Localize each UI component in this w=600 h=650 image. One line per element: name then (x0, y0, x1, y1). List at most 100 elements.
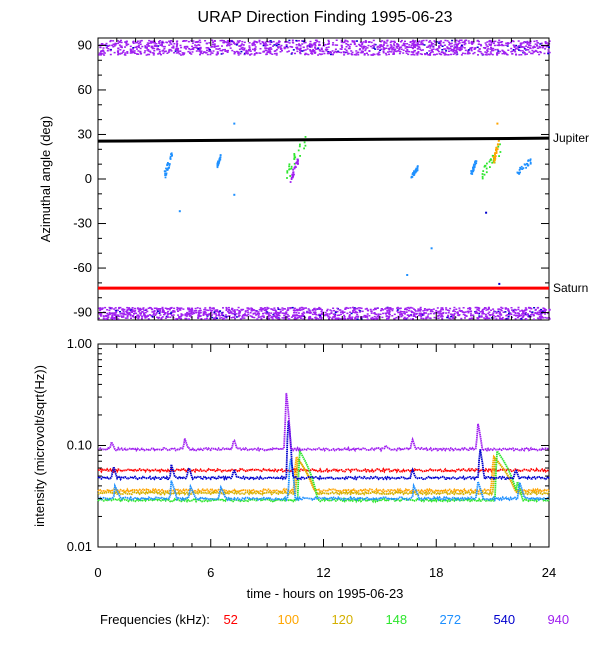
band-point (285, 41, 288, 43)
band-point (328, 52, 331, 55)
band-point (482, 313, 485, 315)
band-point (128, 307, 131, 309)
azimuth-tick-label: 90 (78, 37, 92, 52)
band-point (204, 307, 207, 309)
cluster-point (494, 152, 496, 154)
band-point (349, 307, 352, 309)
band-point (453, 309, 456, 311)
band-point (209, 309, 212, 311)
band-point (477, 318, 480, 320)
cluster-point (297, 149, 300, 152)
band-point (281, 50, 283, 52)
band-point (314, 47, 317, 49)
band-point (161, 43, 163, 46)
band-point (285, 311, 288, 313)
band-point (151, 52, 154, 54)
band-point (503, 52, 506, 54)
band-point (277, 308, 280, 310)
band-point (420, 49, 423, 52)
cluster-point (519, 167, 522, 170)
band-point (332, 42, 335, 44)
band-point (510, 47, 513, 50)
band-point (325, 313, 328, 316)
band-point (247, 307, 250, 309)
band-point (444, 48, 447, 50)
band-point (109, 53, 112, 56)
band-point (431, 51, 434, 53)
band-point (299, 309, 302, 312)
band-point (399, 41, 402, 43)
band-point (276, 315, 279, 317)
band-point (383, 40, 386, 43)
frequency-legend-item-148: 148 (385, 612, 408, 627)
cluster-point (290, 167, 293, 170)
band-point (408, 46, 410, 48)
band-point (427, 313, 430, 315)
band-point (214, 313, 217, 315)
frequency-legend-item-100: 100 (277, 612, 300, 627)
band-point (125, 311, 128, 314)
band-point (393, 53, 395, 55)
band-point (345, 306, 348, 309)
band-point (216, 51, 219, 53)
band-point (517, 306, 520, 309)
band-point (275, 52, 278, 55)
band-point (326, 314, 329, 317)
band-point (300, 315, 303, 318)
band-point (107, 45, 110, 47)
band-point (234, 314, 237, 317)
band-point (331, 50, 334, 52)
band-point (139, 307, 142, 310)
band-point (269, 49, 272, 51)
band-point (469, 310, 472, 313)
band-point (416, 53, 419, 55)
band-point (194, 44, 197, 46)
band-point (442, 52, 445, 54)
band-point (351, 40, 354, 42)
band-point (240, 308, 243, 311)
cluster-point (473, 165, 476, 168)
band-point (294, 52, 296, 55)
band-point (244, 310, 247, 312)
band-point (418, 309, 421, 312)
band-point (419, 53, 422, 55)
band-point (353, 53, 356, 56)
band-point (283, 314, 286, 316)
band-point (532, 313, 535, 316)
band-point (497, 315, 500, 318)
band-point (347, 317, 349, 320)
band-point (311, 49, 314, 52)
band-point (188, 318, 190, 320)
band-point (127, 43, 130, 46)
band-point (248, 45, 251, 47)
band-point (506, 317, 509, 320)
band-point (129, 49, 132, 52)
band-point (176, 49, 179, 52)
band-point (428, 44, 431, 46)
band-point (273, 312, 276, 314)
band-point (128, 308, 131, 310)
cluster-point (525, 166, 527, 169)
band-point (314, 51, 317, 54)
band-point (101, 307, 104, 309)
band-point (438, 53, 441, 55)
cluster-point (286, 171, 289, 174)
band-point (477, 50, 480, 52)
band-point (290, 53, 293, 55)
band-point (221, 52, 224, 55)
band-point (266, 312, 269, 315)
cluster-point (414, 169, 417, 171)
band-point (271, 53, 274, 55)
band-point (235, 44, 238, 46)
band-point (390, 308, 392, 310)
band-point (313, 308, 315, 310)
band-point (288, 42, 291, 44)
band-point (544, 313, 547, 315)
band-point (318, 44, 321, 46)
band-point (451, 45, 454, 47)
band-point (113, 312, 116, 314)
band-point (312, 43, 315, 45)
band-point (418, 312, 421, 315)
band-point (197, 311, 200, 314)
